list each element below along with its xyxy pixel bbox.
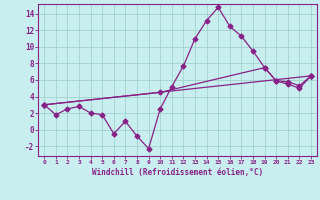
X-axis label: Windchill (Refroidissement éolien,°C): Windchill (Refroidissement éolien,°C) (92, 168, 263, 177)
